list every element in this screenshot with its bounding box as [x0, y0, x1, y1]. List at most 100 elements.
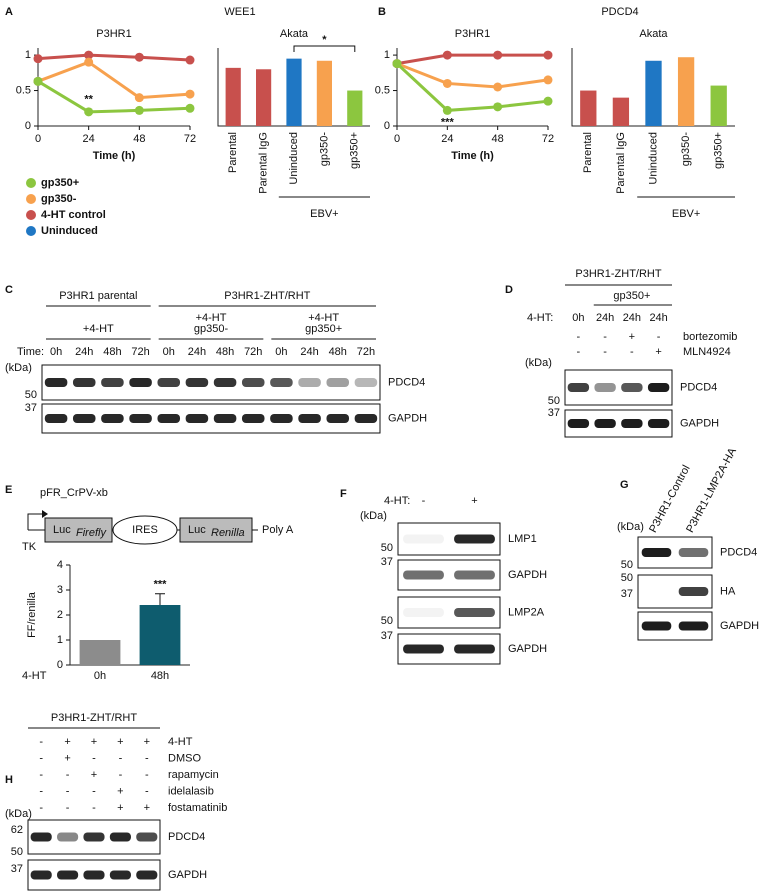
point	[442, 50, 452, 60]
lane-label: 0h	[572, 312, 584, 324]
protein-label: GAPDH	[680, 417, 719, 429]
kda-marker: 37	[621, 588, 633, 600]
sign: -	[145, 769, 149, 781]
sign: -	[119, 769, 123, 781]
series-line	[395, 62, 549, 112]
sign: +	[64, 752, 70, 764]
x-tick-label: 24	[83, 133, 95, 145]
band	[403, 570, 444, 580]
sign: +	[91, 736, 97, 748]
band	[136, 832, 158, 842]
renilla-box	[179, 517, 253, 543]
protein-label: GAPDH	[508, 569, 547, 581]
blot-box	[41, 364, 381, 401]
protein-label: GAPDH	[388, 412, 427, 424]
x-tick-label: 0h	[94, 670, 106, 682]
band	[44, 414, 68, 423]
band	[326, 414, 350, 423]
panel-label: D	[505, 284, 513, 296]
sign: -	[577, 331, 581, 343]
protein-label: GAPDH	[720, 620, 759, 632]
panel-label: E	[5, 484, 12, 496]
band	[567, 419, 590, 428]
band	[241, 414, 265, 423]
bar	[710, 85, 727, 126]
sign: +	[144, 736, 150, 748]
band	[354, 414, 378, 423]
treatment-name: MLN4924	[683, 346, 731, 358]
band	[30, 870, 52, 880]
bar	[316, 60, 332, 126]
lane-label: 48h	[216, 346, 234, 358]
sign: +	[471, 495, 477, 507]
bar	[79, 640, 121, 665]
luc-sub: Renilla	[211, 527, 245, 539]
band	[621, 419, 643, 428]
sign: -	[66, 769, 70, 781]
lane-label: 24h	[596, 312, 614, 324]
panel-label: F	[340, 488, 347, 500]
annotation: ***	[154, 579, 168, 591]
band	[157, 378, 181, 387]
condition: gp350+	[305, 323, 342, 335]
group-header: P3HR1-ZHT/RHT	[224, 290, 310, 302]
lane-label: 24h	[188, 346, 206, 358]
bar	[347, 90, 363, 126]
panel-label: B	[378, 6, 386, 18]
x-tick-label: Uninduced	[288, 132, 300, 185]
kda-marker: 62	[11, 824, 23, 836]
kda-label: (kDa)	[617, 521, 644, 533]
band	[403, 644, 444, 654]
sig-bracket	[293, 45, 356, 52]
point	[543, 75, 553, 85]
firefly-box	[44, 517, 113, 543]
lane-label: 0h	[163, 346, 175, 358]
x-prefix: 4-HT	[22, 670, 47, 682]
sign: -	[603, 331, 607, 343]
group-header: P3HR1 parental	[59, 290, 137, 302]
band	[241, 378, 265, 387]
lane-label: 48h	[103, 346, 121, 358]
polya: Poly A	[262, 524, 294, 536]
band	[136, 870, 158, 880]
treatment-name: bortezomib	[683, 331, 737, 343]
sign: -	[39, 785, 43, 797]
sign: +	[117, 736, 123, 748]
band	[403, 608, 444, 617]
group-header: P3HR1-ZHT/RHT	[575, 268, 661, 280]
point	[134, 93, 144, 103]
x-tick-label: 0	[35, 133, 41, 145]
kda-marker: 50	[381, 615, 393, 627]
band	[454, 534, 495, 544]
row-label: 4-HT:	[527, 312, 553, 324]
x-tick-label: 72	[184, 133, 196, 145]
lane-label: 72h	[244, 346, 262, 358]
band	[326, 378, 350, 387]
band	[72, 378, 96, 387]
point	[493, 82, 503, 92]
sign: +	[117, 785, 123, 797]
bar	[139, 605, 181, 665]
kda-marker: 50	[25, 389, 37, 401]
condition: +4-HT	[196, 312, 227, 324]
protein-label: GAPDH	[168, 869, 207, 881]
kda-marker: 37	[381, 630, 393, 642]
luc-sub: Firefly	[76, 527, 107, 539]
sign: -	[66, 785, 70, 797]
point	[33, 54, 43, 64]
band	[647, 383, 670, 392]
x-tick-label: 0	[394, 133, 400, 145]
band	[109, 832, 131, 842]
luc-label: Luc	[188, 524, 206, 536]
x-tick-label: 72	[542, 133, 554, 145]
y-tick-label: 2	[57, 609, 63, 621]
sign: -	[92, 752, 96, 764]
lane-label: 48h	[329, 346, 347, 358]
annotation: ***	[441, 116, 455, 128]
y-tick-label: 0	[384, 120, 390, 132]
treatment-name: DMSO	[168, 752, 201, 764]
y-tick-label: 0.5	[16, 84, 31, 96]
x-tick-label: 48	[133, 133, 145, 145]
lane-label: 24h	[649, 312, 667, 324]
